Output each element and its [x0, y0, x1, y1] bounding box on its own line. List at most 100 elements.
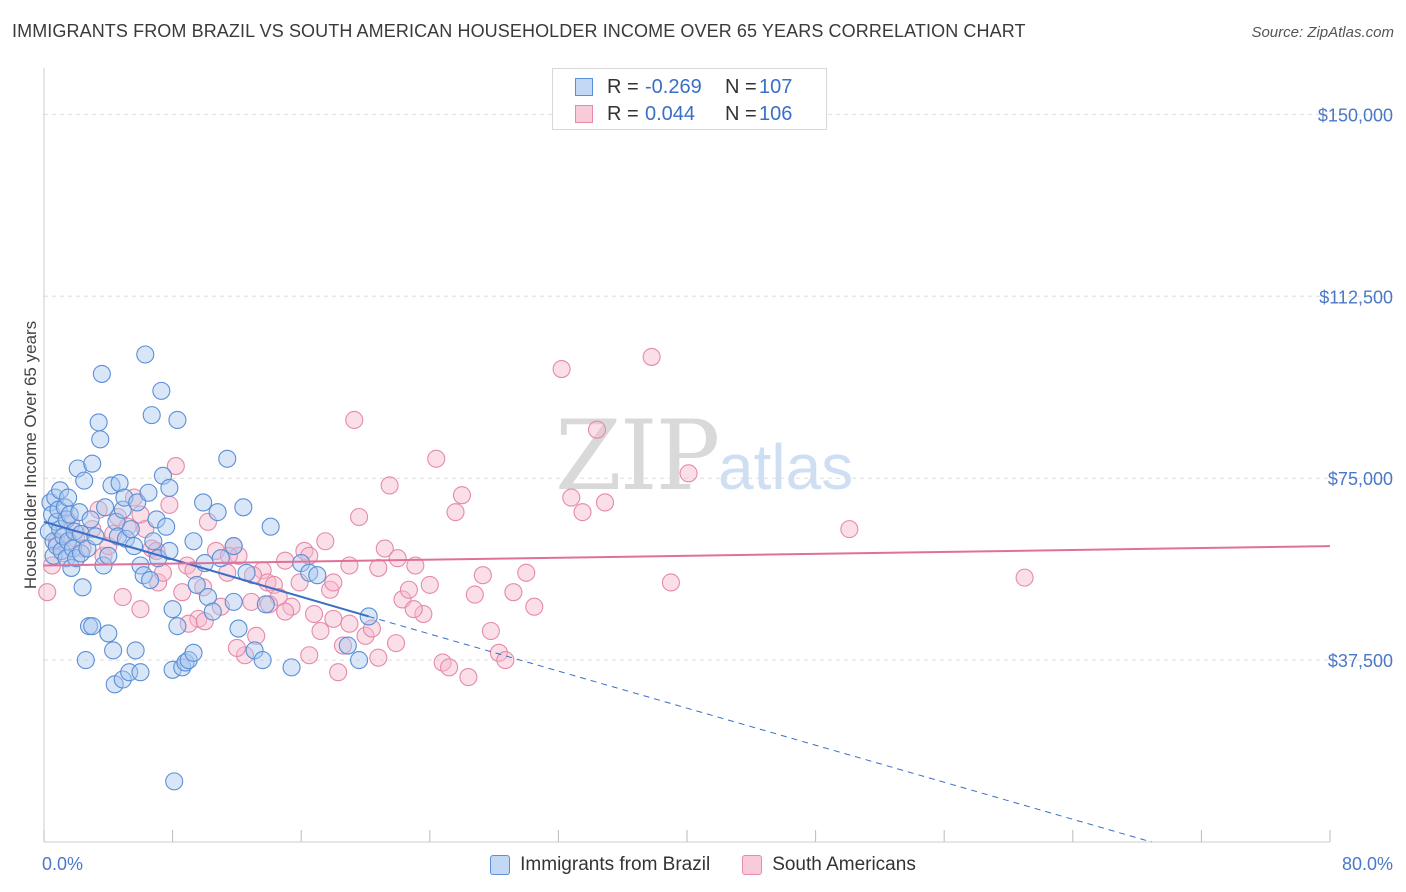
data-point	[198, 512, 218, 531]
data-point	[356, 626, 375, 645]
y-tick-label: $37,500	[1328, 651, 1393, 671]
data-point	[83, 617, 102, 636]
legend-swatch-pink	[742, 855, 763, 875]
y-axis-label: Householder Income Over 65 years	[21, 321, 40, 589]
data-point	[157, 517, 176, 536]
data-point	[168, 410, 187, 430]
data-point	[198, 587, 218, 607]
data-point	[242, 592, 261, 611]
legend-swatch-pink	[575, 105, 593, 123]
data-point	[473, 566, 492, 585]
data-point	[375, 539, 394, 558]
data-point	[173, 583, 192, 602]
data-point	[276, 602, 295, 621]
data-point	[75, 471, 94, 490]
data-point	[99, 546, 118, 565]
data-point	[552, 359, 571, 379]
data-point	[388, 549, 407, 568]
data-point	[142, 406, 161, 425]
chart-title: IMMIGRANTS FROM BRAZIL VS SOUTH AMERICAN…	[12, 21, 1026, 41]
data-point	[295, 541, 314, 561]
data-point	[92, 364, 111, 383]
y-tick-label: $75,000	[1328, 469, 1393, 489]
data-point	[131, 600, 150, 619]
data-point	[163, 600, 182, 619]
data-point	[399, 580, 418, 599]
data-point	[642, 347, 661, 366]
data-point	[333, 636, 353, 655]
legend-n-value: 107	[759, 75, 793, 98]
data-point	[481, 621, 500, 641]
data-point	[184, 532, 203, 551]
data-point	[136, 345, 155, 364]
data-point	[208, 503, 227, 522]
data-point	[139, 483, 158, 502]
data-point	[121, 520, 140, 539]
data-point	[452, 486, 472, 505]
series-immigrants-from-brazil	[39, 345, 378, 791]
x-tick-label: 80.0%	[1342, 854, 1393, 874]
data-point	[144, 532, 163, 551]
watermark-zip: ZIP	[555, 400, 720, 512]
data-point	[427, 449, 446, 468]
data-point	[404, 600, 423, 619]
data-point	[131, 663, 150, 682]
data-point	[147, 510, 166, 529]
data-point	[504, 583, 523, 602]
data-point	[380, 476, 399, 495]
legend-r-label: R =	[607, 75, 639, 98]
data-point	[311, 621, 330, 641]
legend-r-value: 0.044	[645, 102, 696, 125]
y-tick-label: $112,500	[1319, 287, 1393, 307]
y-tick-label: $150,000	[1318, 105, 1393, 125]
watermark-atlas: atlas	[718, 431, 854, 503]
data-point	[595, 493, 615, 512]
data-point	[165, 772, 184, 791]
data-point	[587, 420, 607, 439]
data-point	[369, 558, 388, 577]
data-point	[126, 641, 145, 660]
data-point	[406, 556, 425, 575]
legend-item-south-americans[interactable]: South Americans	[742, 854, 916, 876]
data-point	[459, 668, 478, 687]
data-point	[194, 493, 213, 512]
data-point	[113, 670, 132, 689]
tick-labels: $37,500 $75,000 $112,500 $150,000 0.0% 80.0%	[42, 105, 1393, 874]
x-tick-label: 0.0%	[42, 854, 83, 874]
data-point	[420, 575, 439, 594]
legend-n-label: N =	[725, 102, 757, 125]
data-point	[73, 578, 92, 597]
data-point	[840, 520, 859, 539]
data-point	[329, 663, 348, 682]
axes	[43, 68, 1331, 843]
data-point	[89, 413, 108, 432]
data-point	[362, 619, 381, 638]
data-point	[62, 558, 81, 577]
data-point	[256, 595, 275, 614]
data-point	[290, 573, 309, 592]
data-point	[104, 641, 123, 660]
data-point	[187, 575, 206, 594]
legend-item-brazil[interactable]: Immigrants from Brazil	[490, 854, 710, 876]
data-point	[166, 457, 185, 476]
data-point	[661, 573, 680, 592]
data-point	[47, 537, 66, 556]
legend-r-label: R =	[607, 102, 639, 125]
data-point	[247, 626, 266, 645]
data-point	[679, 464, 698, 483]
data-point	[81, 510, 100, 529]
data-point	[218, 449, 237, 468]
data-point	[96, 498, 115, 517]
data-point	[179, 614, 198, 633]
data-point	[152, 381, 171, 400]
data-point	[369, 648, 388, 667]
data-point	[160, 478, 179, 497]
legend-label-brazil: Immigrants from Brazil	[520, 854, 711, 875]
data-point	[211, 549, 230, 568]
data-point	[414, 604, 433, 624]
trend-lines	[43, 520, 1331, 843]
legend-n-label: N =	[725, 75, 757, 98]
data-point	[229, 546, 248, 565]
data-point	[229, 619, 248, 638]
legend-row-south-americans: R = 0.044 N = 106	[575, 102, 792, 126]
